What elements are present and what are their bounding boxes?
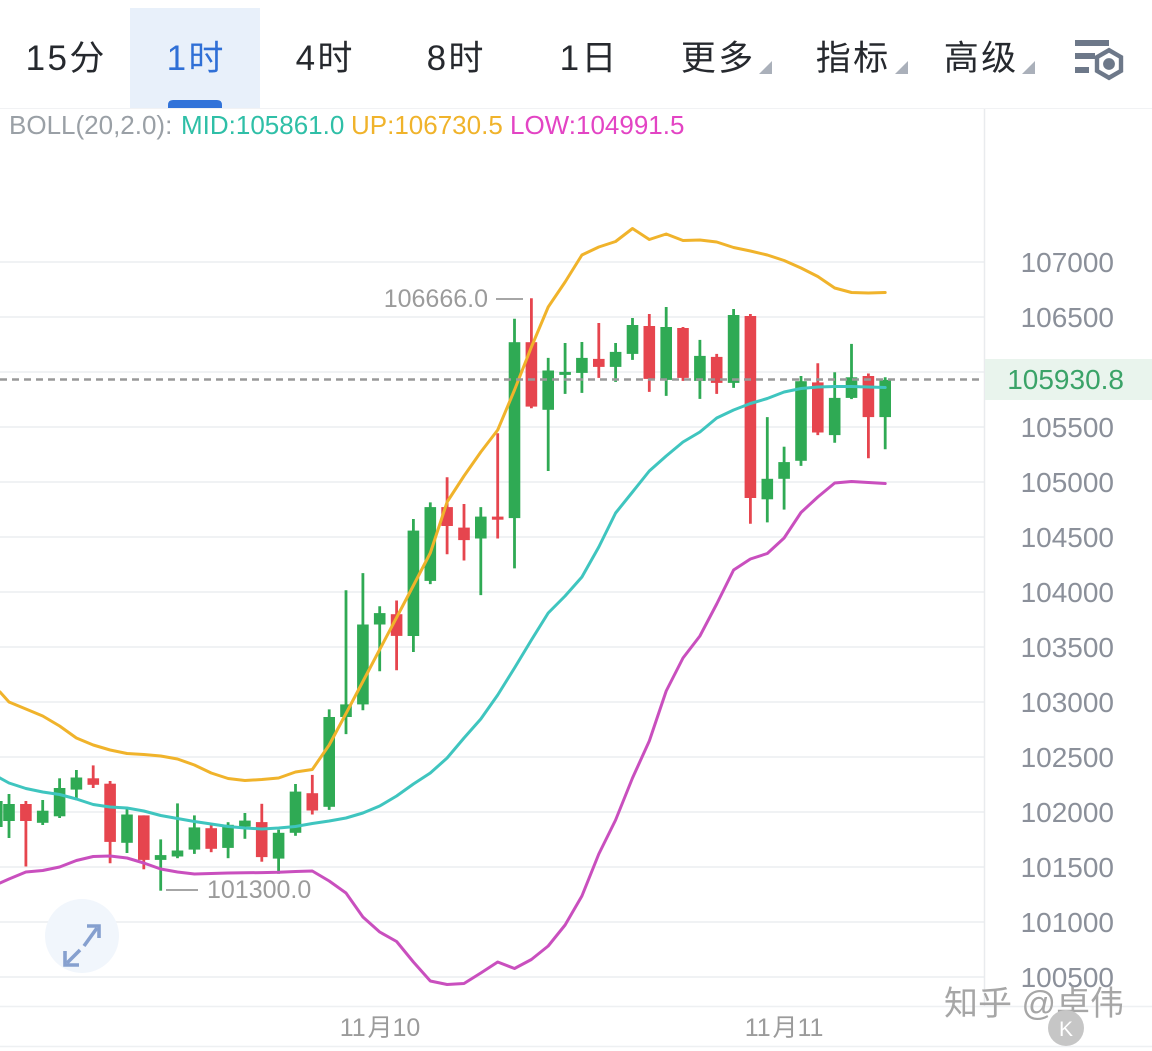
svg-text:101000: 101000: [1021, 907, 1114, 938]
svg-text:102500: 102500: [1021, 742, 1114, 773]
svg-text:11: 11: [798, 1014, 824, 1042]
svg-text:1: 1: [167, 39, 189, 78]
svg-text:15: 15: [26, 39, 70, 78]
svg-text:UP:106730.5: UP:106730.5: [351, 110, 503, 140]
svg-text:101300.0: 101300.0: [207, 876, 311, 904]
svg-text:11: 11: [340, 1014, 366, 1042]
svg-text:100500: 100500: [1021, 962, 1114, 993]
svg-text:102000: 102000: [1021, 797, 1114, 828]
svg-text:105500: 105500: [1021, 412, 1114, 443]
svg-text:104500: 104500: [1021, 522, 1114, 553]
svg-text:BOLL(20,2.0):: BOLL(20,2.0):: [9, 110, 172, 140]
svg-text:LOW:104991.5: LOW:104991.5: [510, 110, 684, 140]
svg-text:107000: 107000: [1021, 247, 1114, 278]
svg-text:1: 1: [560, 39, 582, 78]
svg-text:106500: 106500: [1021, 302, 1114, 333]
svg-text:103500: 103500: [1021, 632, 1114, 663]
svg-text:4: 4: [296, 39, 318, 78]
svg-text:10: 10: [393, 1014, 421, 1042]
svg-text:MID:105861.0: MID:105861.0: [181, 110, 344, 140]
svg-text:104000: 104000: [1021, 577, 1114, 608]
svg-text:101500: 101500: [1021, 852, 1114, 883]
svg-text:106666.0: 106666.0: [384, 285, 488, 313]
svg-text:11: 11: [745, 1014, 771, 1042]
svg-text:8: 8: [427, 39, 449, 78]
svg-text:105930.8: 105930.8: [1007, 364, 1124, 395]
svg-text:105000: 105000: [1021, 467, 1114, 498]
svg-text:@: @: [1022, 985, 1057, 1023]
svg-text:103000: 103000: [1021, 687, 1114, 718]
svg-text:K: K: [1059, 1018, 1073, 1041]
